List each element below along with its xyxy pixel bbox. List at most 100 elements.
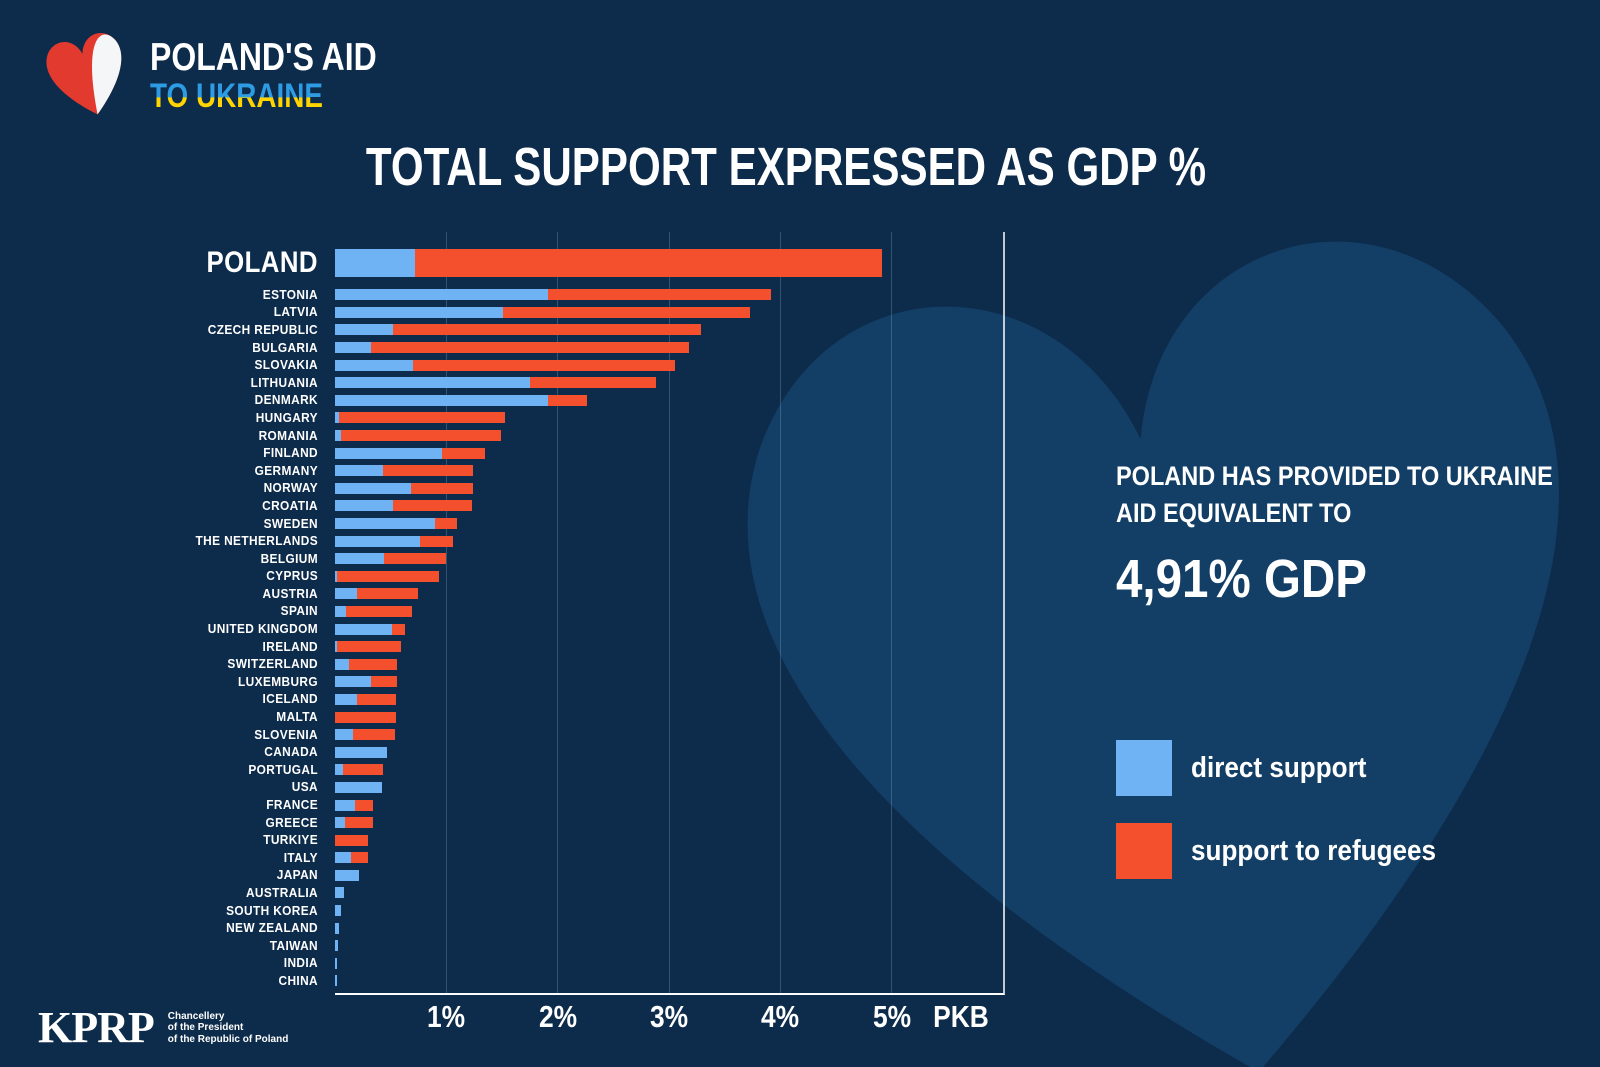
country-label: CHINA <box>278 973 318 988</box>
chart-row: ROMANIA <box>0 427 1010 445</box>
bar-track <box>335 465 1003 477</box>
country-label: THE NETHERLANDS <box>195 534 318 549</box>
bar-direct-support <box>335 641 338 653</box>
chart-row: ITALY <box>0 849 1010 867</box>
bar-refugee-support <box>357 693 397 705</box>
bar-track <box>335 535 1003 547</box>
chart-row: SLOVENIA <box>0 726 1010 744</box>
country-label: USA <box>291 780 318 795</box>
country-label: IRELAND <box>262 639 318 654</box>
bar-track <box>335 289 1003 301</box>
country-label: CANADA <box>264 745 318 760</box>
chart-row: FINLAND <box>0 444 1010 462</box>
poland-heart-logo-icon <box>46 32 122 115</box>
gridline-4% <box>779 232 781 993</box>
bar-refugee-support <box>370 342 690 354</box>
country-label: CZECH REPUBLIC <box>207 322 318 337</box>
bar-track <box>335 553 1003 565</box>
country-label: POLAND <box>206 246 318 279</box>
bar-refugee-support <box>349 658 398 670</box>
chart-row: BELGIUM <box>0 550 1010 568</box>
bar-track <box>335 324 1003 336</box>
legend-item-refugees: support to refugees <box>1116 823 1463 879</box>
chart-row: CANADA <box>0 743 1010 761</box>
bar-direct-support <box>335 922 340 934</box>
direct-support-swatch <box>1116 740 1172 796</box>
bar-refugee-support <box>350 852 369 864</box>
bar-track <box>335 711 1003 723</box>
chart-row: LITHUANIA <box>0 374 1010 392</box>
country-label: INDIA <box>283 956 318 971</box>
bar-refugee-support <box>547 394 587 406</box>
bar-track <box>335 975 1003 987</box>
bar-track <box>335 905 1003 917</box>
bar-direct-support <box>335 746 388 758</box>
bar-direct-support <box>335 377 530 389</box>
bar-refugee-support <box>335 834 369 846</box>
bar-direct-support <box>335 465 383 477</box>
bar-direct-support <box>335 394 548 406</box>
chart-row: AUSTRALIA <box>0 884 1010 902</box>
bar-track <box>335 249 1003 277</box>
bar-refugee-support <box>392 324 702 336</box>
aside-line-2: AID EQUIVALENT TO <box>1116 498 1352 528</box>
bar-direct-support <box>335 570 338 582</box>
chart-row: SWITZERLAND <box>0 655 1010 673</box>
bar-refugee-support <box>412 359 675 371</box>
chart-row: SWEDEN <box>0 515 1010 533</box>
bar-refugee-support <box>410 482 474 494</box>
bar-direct-support <box>335 249 416 277</box>
bar-track <box>335 922 1003 934</box>
bar-refugee-support <box>435 518 458 530</box>
country-label: SWITZERLAND <box>227 657 318 672</box>
bar-direct-support <box>335 518 436 530</box>
chancellery-text: Chancellery of the President of the Repu… <box>168 1011 289 1046</box>
country-label: GREECE <box>265 815 318 830</box>
chart-row: NEW ZEALAND <box>0 919 1010 937</box>
bar-direct-support <box>335 887 344 899</box>
bar-refugee-support <box>382 465 474 477</box>
logo-title: POLAND'S AID <box>150 36 377 79</box>
country-label: BULGARIA <box>252 340 318 355</box>
country-label: CYPRUS <box>266 569 318 584</box>
bar-refugee-support <box>419 535 453 547</box>
country-label: TAIWAN <box>269 938 318 953</box>
bar-direct-support <box>335 869 360 881</box>
bar-track <box>335 957 1003 969</box>
bar-direct-support <box>335 412 340 424</box>
chart-row: BULGARIA <box>0 339 1010 357</box>
bar-refugee-support <box>529 377 656 389</box>
country-label: LATVIA <box>273 305 318 320</box>
country-label: PORTUGAL <box>248 762 318 777</box>
chart-row: TAIWAN <box>0 937 1010 955</box>
bar-direct-support <box>335 359 413 371</box>
chart-row: SPAIN <box>0 603 1010 621</box>
gridline-3% <box>668 232 670 993</box>
country-label: SPAIN <box>280 604 318 619</box>
chart-row: PORTUGAL <box>0 761 1010 779</box>
bar-refugee-support <box>355 799 373 811</box>
bar-direct-support <box>335 693 358 705</box>
bar-track <box>335 306 1003 318</box>
country-label: ROMANIA <box>258 428 318 443</box>
chart-row: AUSTRIA <box>0 585 1010 603</box>
bar-track <box>335 869 1003 881</box>
bar-direct-support <box>335 500 393 512</box>
chart-row: USA <box>0 779 1010 797</box>
chart-row: LUXEMBURG <box>0 673 1010 691</box>
bar-track <box>335 359 1003 371</box>
country-label: NORWAY <box>263 481 318 496</box>
country-label: ESTONIA <box>262 287 318 302</box>
direct-support-label: direct support <box>1191 751 1367 784</box>
bar-track <box>335 570 1003 582</box>
country-label: SLOVENIA <box>254 727 318 742</box>
kprp-logo: KPRP <box>38 1003 155 1052</box>
bar-direct-support <box>335 482 411 494</box>
chart-row: TURKIYE <box>0 831 1010 849</box>
bar-track <box>335 518 1003 530</box>
bar-refugee-support <box>383 553 447 565</box>
legend: direct support support to refugees <box>1116 740 1463 906</box>
bar-track <box>335 430 1003 442</box>
chart-row: LATVIA <box>0 304 1010 322</box>
chancellery-line-3: of the Republic of Poland <box>167 1033 289 1045</box>
